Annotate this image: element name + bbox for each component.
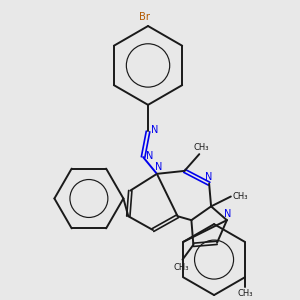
Text: N: N xyxy=(151,125,158,135)
Text: N: N xyxy=(155,162,162,172)
Text: CH₃: CH₃ xyxy=(237,289,253,298)
Text: Br: Br xyxy=(139,12,150,22)
Text: N: N xyxy=(224,209,231,219)
Text: CH₃: CH₃ xyxy=(232,192,248,201)
Text: N: N xyxy=(206,172,213,182)
Text: CH₃: CH₃ xyxy=(173,263,189,272)
Text: CH₃: CH₃ xyxy=(194,143,209,152)
Text: N: N xyxy=(146,151,153,160)
